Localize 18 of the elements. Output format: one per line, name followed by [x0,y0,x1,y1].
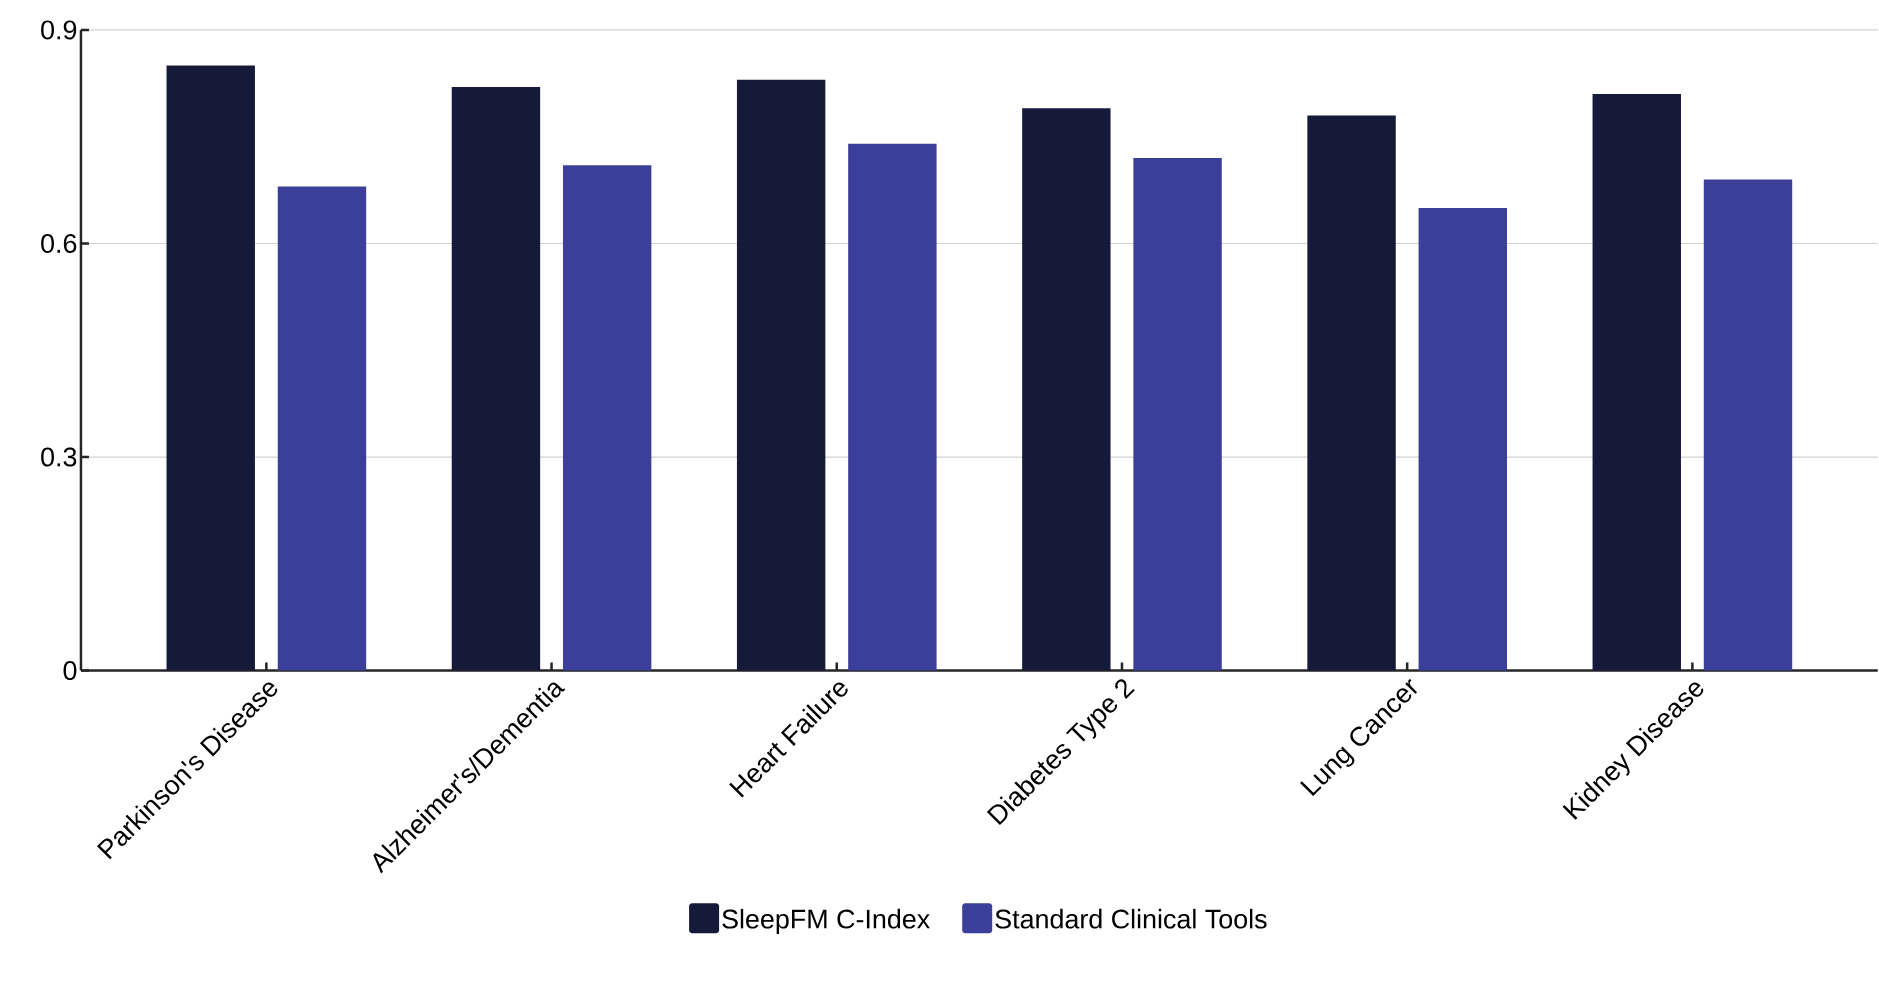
bar [736,79,826,671]
bar [1418,207,1507,671]
bar [166,65,255,671]
y-tick-label: 0.3 [41,447,77,467]
bar [1133,157,1222,671]
y-tick-label: 0.9 [41,20,77,40]
y-tick-label: 0 [63,660,77,680]
bar [848,143,937,671]
bar [1022,108,1111,671]
y-tick-label: 0.6 [41,233,77,253]
bar [451,86,541,671]
bar [1592,93,1681,671]
bar [562,165,652,671]
bar [1703,179,1793,671]
legend-label: Standard Clinical Tools [995,908,1267,929]
legend-label: SleepFM C-Index [722,908,930,934]
bar [277,186,367,671]
bar [1307,115,1396,671]
